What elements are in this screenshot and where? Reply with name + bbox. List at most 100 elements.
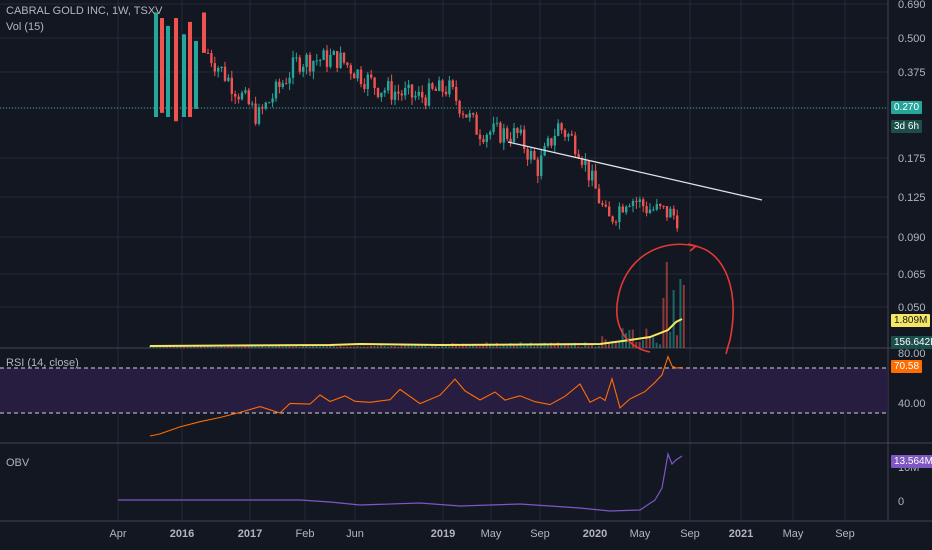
volume-bar bbox=[223, 346, 226, 348]
candle-body bbox=[448, 80, 451, 95]
candle-body bbox=[288, 77, 291, 84]
volume-bar bbox=[397, 346, 400, 348]
candle-body bbox=[597, 188, 601, 204]
candle-body bbox=[227, 77, 230, 81]
rsi-legend[interactable]: RSI (14, close) bbox=[6, 357, 79, 369]
volume-bar bbox=[431, 345, 434, 348]
candle-early-4 bbox=[182, 34, 186, 117]
volume-bar bbox=[621, 328, 624, 348]
candle-body bbox=[424, 97, 427, 106]
volume-bar bbox=[502, 344, 505, 348]
rsi-tick-1: 40.00 bbox=[898, 398, 926, 410]
candle-body bbox=[604, 204, 607, 207]
candle-body bbox=[376, 88, 380, 98]
rsi-line bbox=[149, 355, 683, 437]
volume-bar bbox=[472, 344, 474, 348]
symbol-legend[interactable]: CABRAL GOLD INC, 1W, TSXV bbox=[6, 5, 163, 17]
candle-body bbox=[648, 209, 652, 214]
volume-bar bbox=[183, 345, 185, 348]
candle-body bbox=[655, 204, 658, 210]
rsi-tick-0: 80.00 bbox=[898, 348, 926, 360]
candle-body bbox=[451, 80, 454, 87]
volume-bar bbox=[370, 345, 372, 348]
candle-body bbox=[261, 107, 264, 109]
candle-body bbox=[499, 122, 502, 143]
volume-bar bbox=[628, 330, 631, 348]
volume-bar bbox=[506, 346, 508, 348]
candle-body bbox=[373, 77, 376, 89]
candle-body bbox=[206, 52, 210, 54]
candle-body bbox=[264, 102, 267, 109]
volume-bar bbox=[642, 340, 644, 348]
candle-body bbox=[482, 139, 485, 142]
volume-bar bbox=[499, 346, 502, 348]
volume-bar bbox=[342, 346, 345, 348]
volume-bar bbox=[152, 346, 155, 348]
volume-bar bbox=[489, 343, 491, 348]
volume-bar bbox=[618, 341, 621, 348]
candle-body bbox=[455, 86, 458, 101]
volume-bar bbox=[251, 345, 253, 348]
volume-bar bbox=[298, 346, 301, 348]
volume-bar bbox=[169, 346, 172, 348]
volume-bar bbox=[380, 345, 383, 348]
candles bbox=[154, 12, 679, 232]
candle-body bbox=[393, 91, 397, 100]
candle-early-7 bbox=[202, 12, 206, 53]
candle-body bbox=[635, 200, 638, 202]
candle-body bbox=[434, 88, 437, 91]
volume-bar bbox=[414, 345, 417, 348]
volume-bar bbox=[584, 342, 587, 348]
volume-bar bbox=[672, 290, 675, 348]
volume-bar bbox=[546, 344, 549, 348]
annotation-circle bbox=[616, 243, 734, 355]
volume-bar bbox=[434, 345, 437, 348]
volume-bar bbox=[356, 346, 359, 348]
candle-body bbox=[468, 113, 471, 118]
volume-bar bbox=[390, 345, 393, 348]
price-tick-5: 0.125 bbox=[898, 192, 926, 204]
candle-body bbox=[397, 91, 400, 94]
volume-bar bbox=[302, 346, 304, 348]
candle-body bbox=[669, 208, 672, 218]
volume-bar bbox=[387, 346, 389, 348]
candle-early-3 bbox=[174, 18, 178, 122]
candle-body bbox=[254, 103, 257, 124]
candle-early-6 bbox=[194, 40, 198, 109]
volume-bar bbox=[264, 346, 267, 348]
time-label-12: May bbox=[783, 528, 804, 540]
volume-bar bbox=[417, 345, 420, 348]
volume-bar bbox=[288, 346, 291, 348]
candle-body bbox=[512, 128, 516, 143]
volume-bar bbox=[597, 345, 600, 348]
price-tick-1: 0.500 bbox=[898, 33, 926, 45]
time-label-10: Sep bbox=[680, 528, 700, 540]
candle-body bbox=[567, 134, 570, 137]
candle-body bbox=[502, 128, 505, 143]
volume-bar bbox=[179, 345, 182, 348]
candle-body bbox=[676, 215, 679, 229]
volume-legend[interactable]: Vol (15) bbox=[6, 21, 44, 33]
candle-body bbox=[557, 123, 560, 136]
candle-body bbox=[305, 54, 308, 67]
candle-body bbox=[410, 84, 414, 98]
volume-bar bbox=[608, 343, 610, 348]
candle-body bbox=[621, 206, 624, 213]
obv-legend[interactable]: OBV bbox=[6, 457, 30, 469]
volume-bar bbox=[560, 344, 563, 348]
candle-body bbox=[329, 54, 332, 67]
volume-bar bbox=[353, 346, 355, 348]
volume-bar bbox=[257, 346, 260, 348]
volume-bar bbox=[274, 345, 277, 348]
volume-bar bbox=[186, 346, 189, 348]
last-price-tag: 0.270 bbox=[891, 101, 923, 114]
candle-body bbox=[519, 129, 522, 133]
volume-bar bbox=[577, 346, 580, 348]
rsi-tag: 70.58 bbox=[891, 360, 923, 373]
candle-body bbox=[444, 91, 448, 95]
candle-body bbox=[536, 159, 539, 176]
volume-bar bbox=[268, 346, 270, 348]
candle-body bbox=[251, 103, 254, 105]
